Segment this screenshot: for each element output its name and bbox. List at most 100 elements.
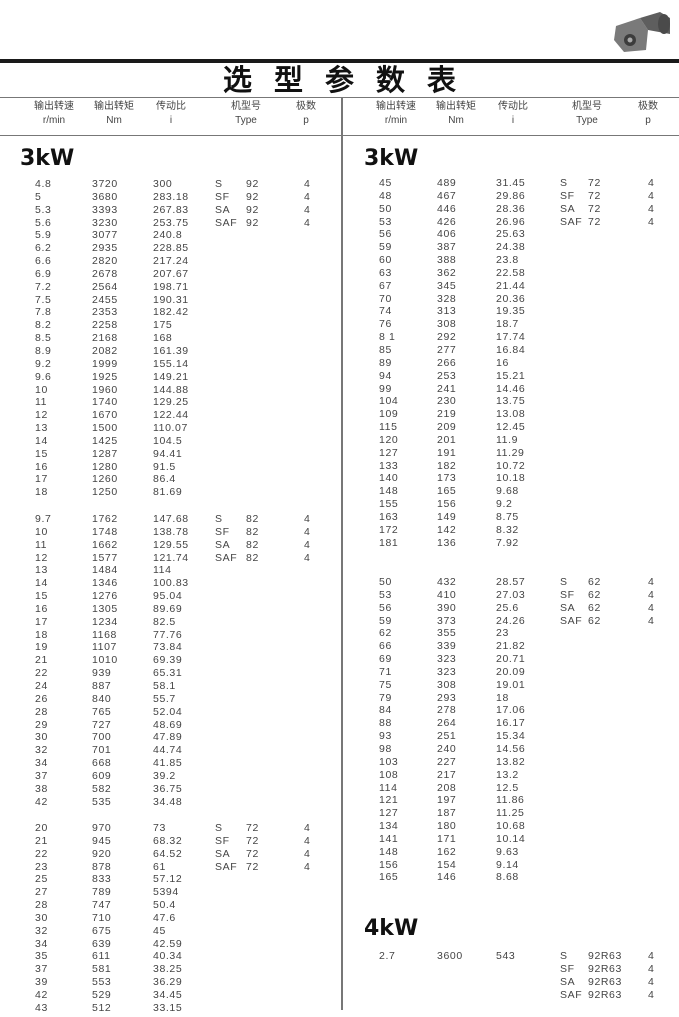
cell-torque: 293 [437, 691, 457, 704]
cell-type-size: 72 [588, 177, 601, 189]
cell-ratio: 48.69 [153, 718, 183, 731]
table-row: 148 162 9.63 [0, 846, 679, 859]
cell-speed: 6.9 [35, 267, 52, 280]
cell-speed: 18 [35, 628, 48, 641]
cell-speed: 13 [35, 564, 48, 577]
cell-speed: 103 [379, 755, 399, 768]
cell-torque: 3393 [92, 203, 118, 216]
cell-ratio: 65.31 [153, 667, 183, 680]
cell-torque: 446 [437, 202, 457, 215]
cell-ratio: 9.63 [496, 845, 519, 858]
column-header-cn: 机型号 [572, 101, 602, 112]
cell-speed: 21 [35, 654, 48, 667]
cell-speed: 104 [379, 395, 399, 408]
cell-speed: 121 [379, 794, 399, 807]
cell-torque: 789 [92, 886, 112, 899]
cell-torque: 323 [437, 653, 457, 666]
cell-ratio: 36.29 [153, 976, 183, 989]
cell-type-series: S [215, 178, 223, 190]
cell-speed: 99 [379, 382, 392, 395]
cell-ratio: 73 [153, 822, 166, 834]
table-row: 17 1234 82.5 [0, 616, 679, 629]
cell-torque: 2455 [92, 293, 118, 306]
cell-speed: 6.2 [35, 242, 52, 255]
cell-torque: 182 [437, 459, 457, 472]
cell-speed: 127 [379, 807, 399, 820]
table-row: 140 173 10.18 [0, 472, 679, 485]
cell-type-size: 92R63 [588, 950, 622, 962]
cell-torque: 197 [437, 794, 457, 807]
table-row: 21 1010 69.39 [0, 654, 679, 667]
table-row: 27 789 5394 [0, 886, 679, 899]
cell-ratio: 8.75 [496, 510, 519, 523]
table-row: 14 1425 104.5 [0, 435, 679, 448]
cell-torque: 146 [437, 871, 457, 884]
cell-ratio: 9.68 [496, 485, 519, 498]
cell-speed: 165 [379, 871, 399, 884]
cell-poles: 4 [304, 847, 311, 860]
cell-speed: 84 [379, 704, 392, 717]
cell-speed: 62 [379, 627, 392, 640]
cell-ratio: 69.39 [153, 654, 183, 667]
cell-torque: 162 [437, 845, 457, 858]
cell-ratio: 29.86 [496, 189, 526, 202]
cell-poles: 4 [304, 834, 311, 847]
cell-torque: 136 [437, 536, 457, 549]
cell-speed: 42 [35, 988, 48, 1001]
cell-type-size: 92R63 [588, 988, 622, 1001]
cell-ratio: 52.04 [153, 705, 183, 718]
cell-torque: 639 [92, 937, 112, 950]
table-row: 7.5 2455 190.31 [0, 294, 679, 307]
cell-poles: 4 [304, 216, 311, 229]
cell-ratio: 25.6 [496, 601, 519, 614]
cell-speed: 16 [35, 602, 48, 615]
cell-ratio: 25.63 [496, 228, 526, 241]
cell-torque: 149 [437, 510, 457, 523]
cell-ratio: 15.34 [496, 730, 526, 743]
cell-torque: 611 [92, 950, 111, 963]
cell-torque: 3720 [92, 178, 118, 190]
table-row: 5.6 3230 253.75 SAF 92 4 [0, 217, 679, 230]
cell-torque: 142 [437, 523, 457, 536]
cell-poles: 4 [304, 822, 311, 834]
cell-speed: 50 [379, 576, 392, 588]
cell-torque: 1346 [92, 577, 118, 590]
cell-ratio: 147.68 [153, 513, 189, 525]
cell-ratio: 11.29 [496, 446, 525, 459]
table-row: 5.3 3393 267.83 SA 92 4 [0, 204, 679, 217]
cell-speed: 76 [379, 318, 392, 331]
table-row: 34 639 42.59 [0, 938, 679, 951]
cell-ratio: 9.14 [496, 858, 519, 871]
cell-speed: 35 [35, 950, 48, 963]
cell-ratio: 91.5 [153, 460, 176, 473]
cell-ratio: 42.59 [153, 937, 183, 950]
cell-speed: 28 [35, 899, 48, 912]
cell-type-series: SF [215, 190, 230, 203]
cell-speed: 48 [379, 189, 392, 202]
table-row: 63 362 22.58 [0, 267, 679, 280]
cell-ratio: 300 [153, 178, 173, 190]
cell-ratio: 10.14 [496, 832, 526, 845]
table-row: 29 727 48.69 [0, 719, 679, 732]
cell-torque: 387 [437, 241, 457, 254]
cell-speed: 8.5 [35, 332, 52, 345]
table-row: 42 535 34.48 [0, 796, 679, 809]
cell-torque: 581 [92, 963, 112, 976]
cell-speed: 89 [379, 356, 392, 369]
cell-speed: 39 [35, 976, 48, 989]
cell-speed: 27 [35, 886, 48, 899]
table-row: 6.2 2935 228.85 [0, 242, 679, 255]
cell-speed: 13 [35, 422, 48, 435]
cell-ratio: 38.25 [153, 963, 183, 976]
cell-speed: 134 [379, 820, 399, 833]
cell-type-size: 92 [246, 190, 259, 203]
cell-ratio: 253.75 [153, 216, 189, 229]
cell-ratio: 100.83 [153, 577, 189, 590]
cell-type-series: SAF [560, 614, 583, 627]
cell-type-series: SA [560, 601, 576, 614]
cell-torque: 1287 [92, 447, 118, 460]
table-row: 18 1250 81.69 [0, 486, 679, 499]
table-row: 22 920 64.52 SA 72 4 [0, 848, 679, 861]
cell-speed: 29 [35, 718, 48, 731]
table-row: 32 701 44.74 [0, 744, 679, 757]
